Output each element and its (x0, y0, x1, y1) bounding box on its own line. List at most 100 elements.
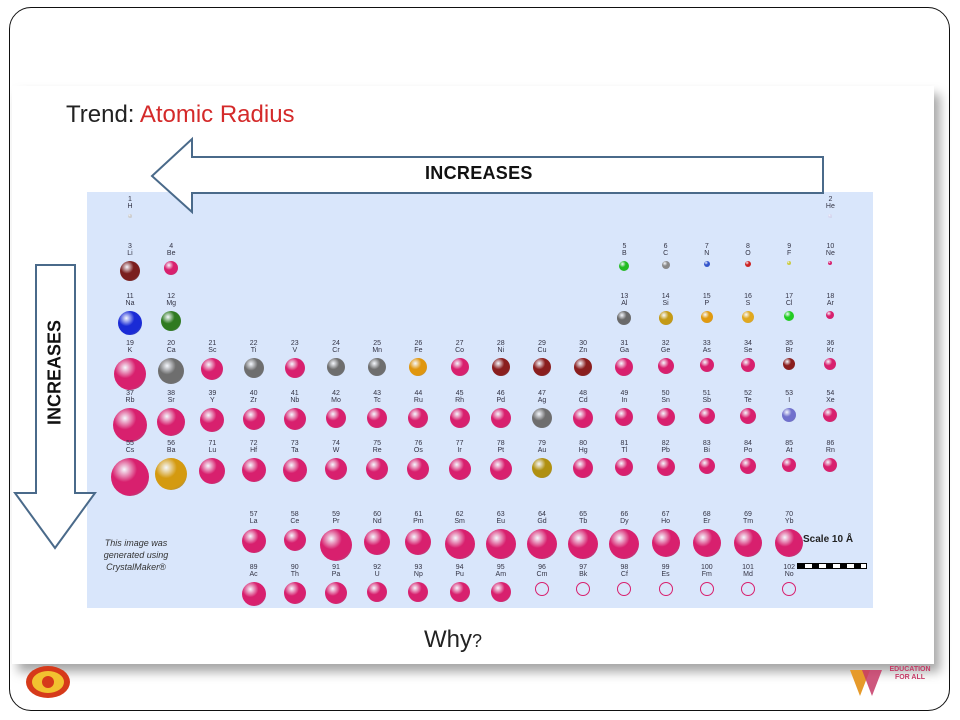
element-label: 10 Ne (810, 243, 850, 257)
atom-sphere (367, 582, 388, 602)
element-label: 26 Fe (398, 340, 438, 354)
atom-sphere (617, 582, 632, 596)
element-label: 77 Ir (440, 440, 480, 454)
atom-sphere (485, 529, 516, 559)
atom-sphere (368, 358, 387, 376)
element-symbol: Bk (579, 571, 588, 578)
element-label: 48 Cd (563, 390, 603, 404)
atom-sphere (448, 458, 471, 480)
atom-sphere (573, 408, 594, 428)
element-symbol: Cf (620, 571, 628, 578)
element-symbol: Sn (661, 397, 670, 404)
atomic-number: 18 (826, 293, 835, 300)
atomic-number: 82 (661, 440, 670, 447)
atomic-number: 93 (414, 564, 423, 571)
atomic-number: 13 (620, 293, 629, 300)
atomic-number: 7 (704, 243, 709, 250)
atomic-number: 58 (290, 511, 299, 518)
element-symbol: I (788, 397, 791, 404)
atomic-number: 37 (126, 390, 134, 397)
element-label: 64 Gd (522, 511, 562, 525)
atom-sphere (367, 408, 388, 428)
atom-sphere (609, 529, 640, 559)
element-label: 57 La (234, 511, 274, 525)
element-symbol: Ni (497, 347, 505, 354)
atomic-number: 100 (700, 564, 713, 571)
scale-bar (797, 563, 867, 569)
atomic-number: 11 (126, 293, 134, 300)
element-label: 46 Pd (481, 390, 521, 404)
element-symbol: Pb (661, 447, 670, 454)
element-label: 82 Pb (646, 440, 686, 454)
atom-sphere (405, 529, 432, 555)
element-label: 23 V (275, 340, 315, 354)
element-label: 24 Cr (316, 340, 356, 354)
atomic-number: 1 (128, 196, 132, 203)
atom-sphere (651, 529, 680, 557)
element-symbol: Tc (373, 397, 381, 404)
element-label: 89 Ac (234, 564, 274, 578)
element-symbol: W (332, 447, 340, 454)
element-symbol: Re (372, 447, 382, 454)
element-symbol: Pr (332, 518, 340, 525)
atomic-number: 10 (826, 243, 835, 250)
element-label: 22 Ti (234, 340, 274, 354)
element-label: 69 Tm (728, 511, 768, 525)
element-symbol: Ge (660, 347, 671, 354)
atom-sphere (449, 408, 470, 428)
element-symbol: Kr (826, 347, 834, 354)
atom-sphere (491, 358, 510, 376)
atomic-number: 53 (785, 390, 794, 397)
atom-sphere (576, 582, 591, 596)
element-symbol: Se (743, 347, 753, 354)
element-label: 83 Bi (687, 440, 727, 454)
element-symbol: Gd (537, 518, 547, 525)
element-symbol: Ta (291, 447, 299, 454)
element-symbol: Ti (250, 347, 257, 354)
element-label: 92 U (357, 564, 397, 578)
element-symbol: B (622, 250, 627, 257)
atom-sphere (700, 311, 713, 323)
atom-sphere (615, 358, 634, 376)
element-symbol: As (702, 347, 711, 354)
element-label: 29 Cu (522, 340, 562, 354)
atomic-number: 25 (373, 340, 382, 347)
atomic-number: 75 (373, 440, 382, 447)
atom-sphere (364, 529, 391, 555)
atomic-number: 32 (661, 340, 670, 347)
atomic-number: 51 (702, 390, 711, 397)
atomic-number: 73 (290, 440, 299, 447)
atomic-number: 96 (538, 564, 546, 571)
atom-sphere (745, 261, 751, 267)
element-symbol: H (127, 203, 133, 210)
element-symbol: Ce (290, 518, 300, 525)
atom-sphere (658, 311, 673, 325)
element-label: 56 Ba (151, 440, 191, 454)
atomic-number: 9 (787, 243, 792, 250)
atom-sphere (698, 458, 715, 474)
element-label: 41 Nb (275, 390, 315, 404)
atomic-number: 15 (702, 293, 711, 300)
atomic-number: 49 (620, 390, 629, 397)
element-symbol: Am (495, 571, 507, 578)
element-label: 94 Pu (440, 564, 480, 578)
atomic-number: 19 (126, 340, 134, 347)
atom-sphere (787, 261, 792, 265)
title-accent: Atomic Radius (139, 101, 295, 128)
atom-sphere (532, 458, 552, 478)
element-symbol: V (292, 347, 298, 354)
atom-sphere (157, 408, 186, 436)
element-symbol: Nd (372, 518, 382, 525)
element-symbol: Lu (208, 447, 217, 454)
atomic-number: 84 (744, 440, 752, 447)
atom-sphere (444, 529, 475, 559)
element-label: 31 Ga (604, 340, 644, 354)
atom-sphere (242, 408, 265, 430)
element-symbol: Rn (825, 447, 835, 454)
atomic-number: 71 (208, 440, 217, 447)
atom-sphere (407, 458, 430, 480)
atomic-number: 8 (746, 243, 750, 250)
education-for-all-logo-icon (850, 670, 882, 696)
